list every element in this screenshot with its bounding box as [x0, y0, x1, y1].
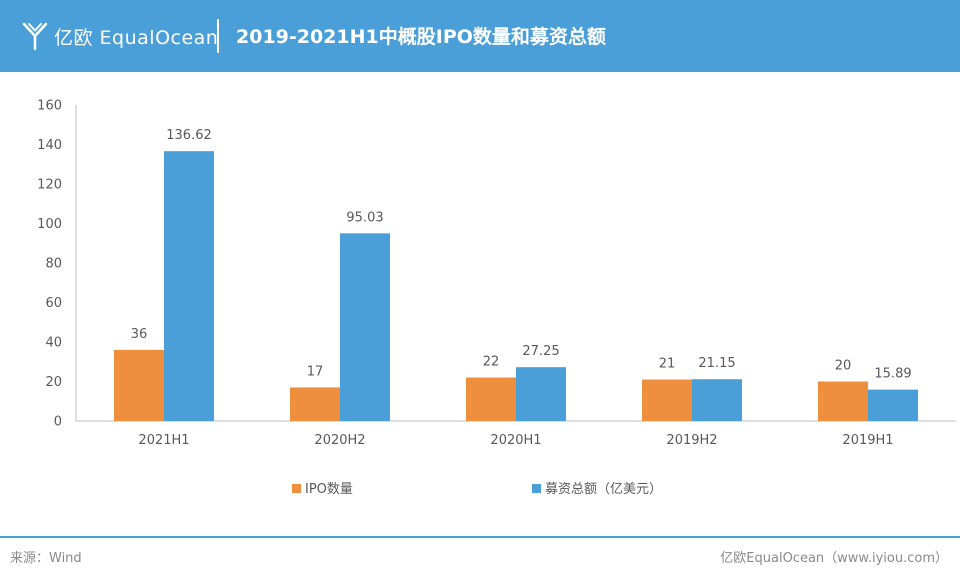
- y-tick-label: 40: [45, 336, 62, 351]
- legend-swatch-amount: [532, 484, 541, 493]
- header-divider: [217, 19, 219, 53]
- data-label: 95.03: [346, 210, 383, 225]
- bar-raised-amount: [164, 151, 214, 421]
- bar-raised-amount: [692, 379, 742, 421]
- chart-legend: IPO数量 募资总额（亿美元）: [292, 482, 662, 497]
- equalocean-logo-icon: [22, 22, 48, 51]
- bar-ipo-count: [642, 379, 692, 421]
- x-tick-label: 2021H1: [138, 433, 189, 448]
- bar-ipo-count: [114, 349, 164, 421]
- brand-logo: 亿欧 EqualOcean: [22, 12, 218, 60]
- y-tick-label: 80: [45, 257, 62, 272]
- y-tick-label: 60: [45, 296, 62, 311]
- data-label: 21: [659, 357, 676, 372]
- x-axis: 2021H1 2020H2 2020H1 2019H2 2019H1: [76, 420, 956, 448]
- y-axis: 0 20 40 60 80 100 120 140 160: [37, 99, 77, 430]
- footer-divider: [0, 536, 960, 538]
- y-tick-label: 120: [37, 178, 62, 193]
- legend-label: IPO数量: [305, 482, 353, 497]
- data-label: 15.89: [874, 367, 911, 382]
- data-label: 20: [835, 359, 852, 374]
- x-tick-label: 2020H2: [314, 433, 365, 448]
- y-tick-label: 140: [37, 138, 62, 153]
- data-label: 136.62: [166, 128, 212, 143]
- header-bar: 亿欧 EqualOcean 2019-2021H1中概股IPO数量和募资总额: [0, 0, 960, 72]
- data-label: 17: [307, 364, 324, 379]
- y-tick-label: 0: [54, 415, 62, 430]
- bar-raised-amount: [868, 389, 918, 421]
- source-note: 来源：Wind: [10, 551, 82, 566]
- x-tick-label: 2019H1: [842, 433, 893, 448]
- bar-ipo-count: [466, 377, 516, 421]
- legend-swatch-ipo: [292, 484, 301, 493]
- bar-ipo-count: [818, 381, 868, 421]
- y-tick-label: 100: [37, 217, 62, 232]
- bar-ipo-count: [290, 387, 340, 421]
- y-tick-label: 160: [37, 99, 62, 114]
- bar-raised-amount: [340, 233, 390, 421]
- bar-series: 36 136.62 17 95.03 22 27.25 21 21.15 20 15.89: [114, 128, 918, 421]
- x-tick-label: 2020H1: [490, 433, 541, 448]
- x-tick-label: 2019H2: [666, 433, 717, 448]
- data-label: 21.15: [698, 356, 735, 371]
- y-tick-label: 20: [45, 375, 62, 390]
- bar-raised-amount: [516, 367, 566, 421]
- data-label: 22: [483, 355, 500, 370]
- legend-label: 募资总额（亿美元）: [545, 482, 662, 497]
- chart-title: 2019-2021H1中概股IPO数量和募资总额: [236, 26, 606, 48]
- data-label: 27.25: [522, 344, 559, 359]
- brand-name: 亿欧 EqualOcean: [54, 26, 219, 49]
- bar-chart: 0 20 40 60 80 100 120 140 160 2021H1 2020H2 2020H1…: [37, 99, 956, 497]
- credit-note: 亿欧EqualOcean（www.iyiou.com）: [720, 551, 948, 566]
- data-label: 36: [131, 327, 148, 342]
